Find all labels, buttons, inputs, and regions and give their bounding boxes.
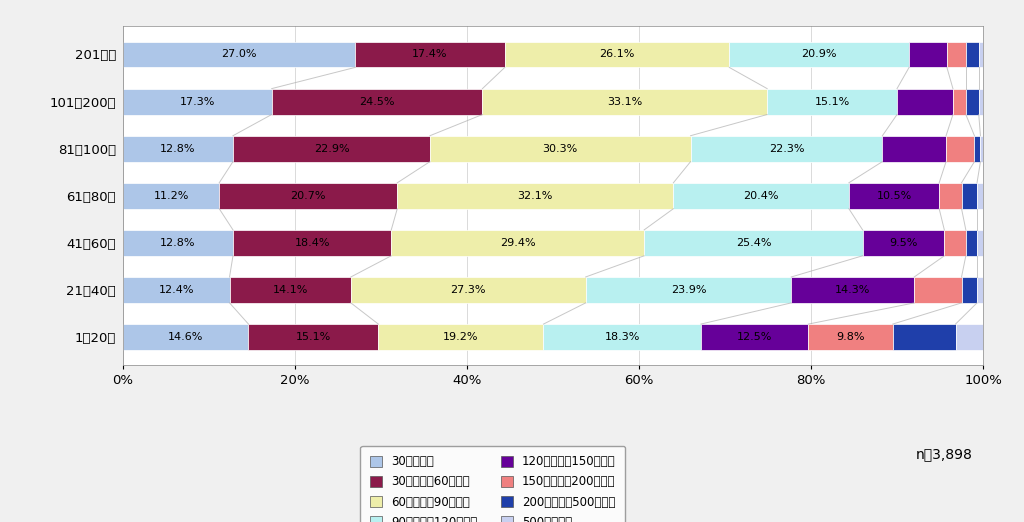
Bar xyxy=(430,136,690,162)
Bar xyxy=(351,277,586,303)
Bar xyxy=(966,89,979,114)
Bar xyxy=(219,183,397,209)
Text: 18.3%: 18.3% xyxy=(604,332,640,342)
Legend: 30万円未満, 30万以上～60万未満, 60万以上～90万未満, 90万以上～120万未満, 120万以上～150万未満, 150万以上～200万未満, 20: 30万円未満, 30万以上～60万未満, 60万以上～90万未満, 90万以上～… xyxy=(360,446,626,522)
Text: 12.5%: 12.5% xyxy=(737,332,772,342)
Text: 27.0%: 27.0% xyxy=(221,50,257,60)
Text: 24.5%: 24.5% xyxy=(359,97,395,106)
Bar xyxy=(980,136,983,162)
Bar xyxy=(849,183,939,209)
Text: 27.3%: 27.3% xyxy=(451,285,486,295)
Bar xyxy=(893,324,955,350)
Text: 22.9%: 22.9% xyxy=(313,144,349,153)
Text: 9.8%: 9.8% xyxy=(837,332,865,342)
Bar xyxy=(729,42,909,67)
Bar xyxy=(123,230,233,256)
Text: 20.9%: 20.9% xyxy=(802,50,837,60)
Text: 29.4%: 29.4% xyxy=(500,238,536,248)
Bar xyxy=(355,42,505,67)
Bar xyxy=(914,277,962,303)
Bar xyxy=(378,324,544,350)
Text: 12.8%: 12.8% xyxy=(160,238,196,248)
Bar xyxy=(482,89,767,114)
Text: 18.4%: 18.4% xyxy=(294,238,330,248)
Text: 23.9%: 23.9% xyxy=(671,285,707,295)
Text: 15.1%: 15.1% xyxy=(296,332,331,342)
Text: 17.3%: 17.3% xyxy=(179,97,215,106)
Text: 14.1%: 14.1% xyxy=(272,285,308,295)
Text: 14.6%: 14.6% xyxy=(168,332,204,342)
Bar xyxy=(249,324,378,350)
Text: 14.3%: 14.3% xyxy=(835,285,870,295)
Bar xyxy=(979,42,983,67)
Text: 20.7%: 20.7% xyxy=(291,191,326,201)
Bar xyxy=(883,136,946,162)
Bar xyxy=(977,183,983,209)
Text: 12.8%: 12.8% xyxy=(160,144,196,153)
Text: 10.5%: 10.5% xyxy=(877,191,911,201)
Bar xyxy=(966,230,977,256)
Bar xyxy=(966,42,979,67)
Bar xyxy=(979,89,983,114)
Bar xyxy=(897,89,953,114)
Text: 17.4%: 17.4% xyxy=(413,50,447,60)
Bar xyxy=(271,89,482,114)
Bar xyxy=(123,324,249,350)
Bar xyxy=(792,277,914,303)
Text: 33.1%: 33.1% xyxy=(607,97,642,106)
Bar xyxy=(977,277,983,303)
Bar xyxy=(944,230,966,256)
Text: 22.3%: 22.3% xyxy=(769,144,804,153)
Text: 15.1%: 15.1% xyxy=(814,97,850,106)
Bar xyxy=(939,183,962,209)
Bar xyxy=(946,136,975,162)
Text: 30.3%: 30.3% xyxy=(543,144,578,153)
Bar xyxy=(233,136,430,162)
Bar xyxy=(391,230,644,256)
Bar xyxy=(977,230,983,256)
Bar xyxy=(953,89,966,114)
Bar xyxy=(586,277,792,303)
Bar xyxy=(544,324,700,350)
Text: 12.4%: 12.4% xyxy=(159,285,194,295)
Bar xyxy=(229,277,351,303)
Text: 32.1%: 32.1% xyxy=(518,191,553,201)
Bar xyxy=(862,230,944,256)
Bar xyxy=(644,230,862,256)
Bar xyxy=(700,324,808,350)
Text: n＝3,898: n＝3,898 xyxy=(915,447,973,461)
Bar xyxy=(505,42,729,67)
Bar xyxy=(123,183,219,209)
Bar xyxy=(767,89,897,114)
Bar xyxy=(123,42,355,67)
Bar xyxy=(808,324,893,350)
Text: 20.4%: 20.4% xyxy=(743,191,779,201)
Text: 9.5%: 9.5% xyxy=(889,238,918,248)
Text: 25.4%: 25.4% xyxy=(735,238,771,248)
Bar xyxy=(947,42,966,67)
Bar xyxy=(123,136,233,162)
Bar xyxy=(233,230,391,256)
Text: 11.2%: 11.2% xyxy=(154,191,188,201)
Text: 19.2%: 19.2% xyxy=(443,332,478,342)
Bar xyxy=(975,136,980,162)
Bar xyxy=(955,324,983,350)
Bar xyxy=(123,89,271,114)
Text: 26.1%: 26.1% xyxy=(599,50,635,60)
Bar xyxy=(962,277,977,303)
Bar xyxy=(962,183,977,209)
Bar xyxy=(397,183,674,209)
Bar xyxy=(123,277,229,303)
Bar xyxy=(690,136,883,162)
Bar xyxy=(909,42,947,67)
Bar xyxy=(674,183,849,209)
